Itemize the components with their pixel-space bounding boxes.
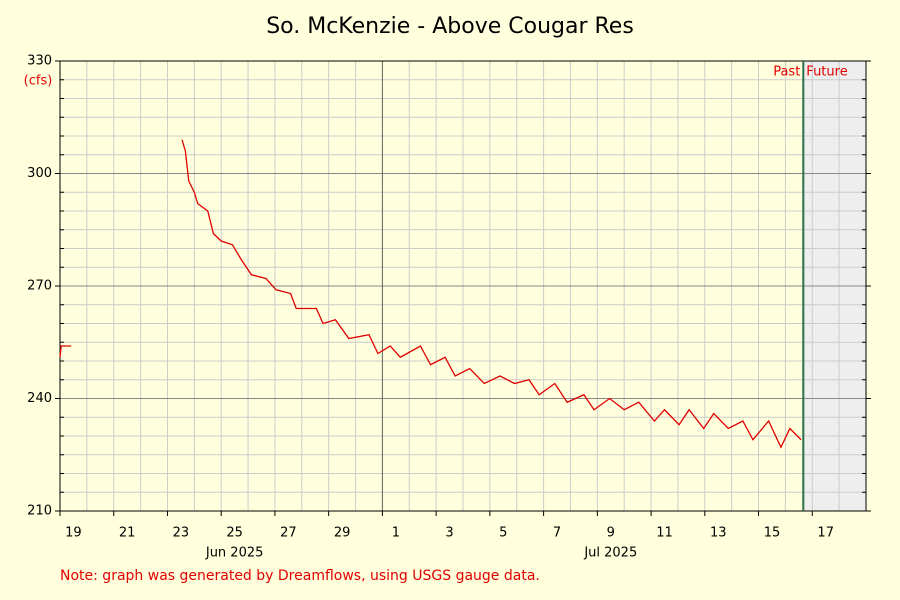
x-tick-label: 13 (710, 526, 727, 541)
y-tick-label: 330 (27, 54, 52, 69)
plot-frame (59, 60, 867, 512)
x-tick-label: 7 (553, 526, 561, 541)
y-tick-label: 210 (27, 504, 52, 519)
note: Note: graph was generated by Dreamflows,… (60, 568, 540, 584)
flow-line (59, 345, 72, 358)
x-tick-label: 17 (817, 526, 834, 541)
x-tick-label: 9 (607, 526, 615, 541)
chart-title: So. McKenzie - Above Cougar Res (266, 14, 634, 39)
x-tick-label: 23 (173, 526, 190, 541)
y-axis-label: (cfs) (24, 74, 53, 89)
x-tick-label: 25 (226, 526, 243, 541)
x-tick-label: 3 (445, 526, 453, 541)
month-label: Jul 2025 (583, 546, 637, 561)
x-tick-label: 15 (764, 526, 781, 541)
x-tick-label: 11 (656, 526, 673, 541)
x-tick-label: 1 (392, 526, 400, 541)
y-tick-label: 270 (27, 279, 52, 294)
future-label: Future (806, 65, 847, 80)
month-label: Jun 2025 (205, 546, 264, 561)
x-tick-label: 19 (65, 526, 82, 541)
past-label: Past (773, 65, 800, 80)
x-tick-label: 27 (280, 526, 297, 541)
x-tick-label: 21 (119, 526, 136, 541)
y-tick-label: 240 (27, 391, 52, 406)
x-tick-label: 29 (334, 526, 351, 541)
flow-line (181, 139, 802, 449)
y-tick-label: 300 (27, 166, 52, 181)
x-tick-label: 5 (499, 526, 507, 541)
